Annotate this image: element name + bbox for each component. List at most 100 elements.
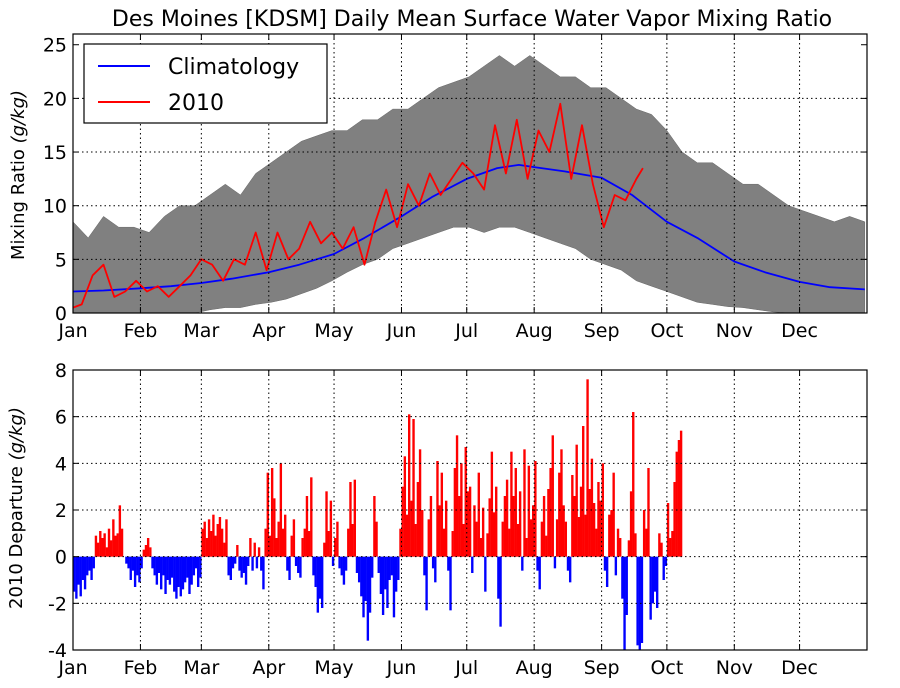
departure-bar — [140, 556, 143, 569]
departure-bar — [651, 556, 655, 604]
departure-bar — [636, 556, 639, 646]
departure-bar — [553, 556, 557, 569]
departure-bar — [501, 521, 504, 557]
departure-bar — [249, 538, 252, 557]
departure-bar — [338, 556, 341, 569]
departure-bar — [671, 531, 674, 557]
top-x-tick-label: Aug — [516, 320, 553, 342]
top-y-tick-label: 15 — [43, 142, 67, 164]
departure-bar — [381, 556, 385, 615]
departure-bar — [412, 419, 415, 557]
departure-bar — [270, 468, 274, 557]
top-y-tick-label: 25 — [43, 35, 67, 57]
departure-bar — [201, 528, 204, 557]
departure-bar — [240, 556, 243, 578]
departure-bar — [181, 556, 185, 590]
departure-bar — [592, 503, 596, 557]
top-y-tick-label: 20 — [43, 88, 67, 110]
departure-bar — [112, 519, 115, 557]
departure-bar — [599, 500, 602, 557]
departure-bar — [403, 456, 407, 557]
departure-bar — [94, 535, 98, 557]
departure-bar — [262, 556, 265, 590]
departure-bar — [542, 496, 546, 557]
departure-bar — [127, 556, 130, 569]
departure-bar — [629, 491, 633, 557]
departure-bar — [408, 414, 411, 557]
top-chart: Mixing Ratio (g/kg) 0 5 10 15 20 25 Jan Feb Mar A… — [8, 33, 868, 342]
departure-bar — [658, 533, 661, 557]
departure-bar — [392, 556, 396, 618]
departure-bar — [103, 533, 106, 557]
departure-bar — [660, 542, 663, 557]
departure-bar — [455, 435, 459, 557]
departure-bar — [397, 556, 400, 580]
departure-bar — [210, 531, 213, 557]
departure-bar — [336, 521, 339, 557]
legend-label-2010: 2010 — [168, 91, 224, 116]
departure-bar — [614, 556, 618, 576]
departure-bar — [466, 491, 470, 557]
departure-bar — [425, 556, 428, 611]
departure-bar — [318, 556, 322, 599]
departure-bar — [329, 500, 333, 557]
departure-bar — [586, 379, 589, 557]
departure-bar — [138, 556, 141, 583]
top-x-tick-label: May — [314, 320, 353, 342]
departure-bar — [571, 475, 574, 557]
departure-bar — [284, 514, 287, 557]
departure-bar — [88, 556, 91, 571]
top-y-tick-label: 0 — [55, 303, 67, 325]
departure-bar — [355, 556, 359, 573]
departure-bar — [642, 510, 646, 557]
departure-bar — [153, 556, 156, 576]
departure-bar — [625, 556, 628, 615]
departure-bar — [429, 496, 433, 557]
top-x-tick-label: Sep — [584, 320, 620, 342]
departure-bar — [423, 556, 426, 576]
departure-bar — [388, 556, 391, 580]
departure-bar — [260, 556, 263, 571]
departure-bar — [288, 556, 291, 580]
departure-bar — [486, 533, 489, 557]
departure-bar — [451, 531, 454, 557]
bottom-y-tick-label: 4 — [55, 453, 67, 475]
departure-bar — [421, 510, 424, 557]
top-y-tick-label: 5 — [55, 249, 67, 271]
bottom-x-tick-label: Feb — [124, 657, 158, 679]
bottom-x-tick-label: Mar — [183, 657, 219, 679]
departure-bar — [562, 505, 565, 557]
departure-bar — [560, 449, 563, 557]
departure-bar — [416, 482, 420, 557]
departure-bar — [290, 535, 293, 557]
departure-bar — [347, 528, 350, 557]
departure-bar — [310, 477, 313, 557]
departure-bar — [320, 556, 324, 608]
departure-bar — [351, 524, 354, 557]
departure-bar — [666, 503, 670, 557]
departure-bar — [151, 556, 154, 569]
departure-bar — [190, 556, 193, 585]
top-x-tick-label: Mar — [183, 320, 219, 342]
departure-bar — [529, 519, 533, 557]
departure-bar — [497, 556, 500, 599]
departure-bar — [325, 491, 328, 557]
departure-bar — [545, 535, 548, 557]
departure-bar — [344, 556, 348, 571]
departure-bar — [390, 556, 393, 576]
departure-bar — [566, 556, 570, 571]
departure-bar — [527, 465, 531, 557]
departure-bar — [621, 556, 624, 599]
bottom-y-tick-label: -2 — [48, 593, 67, 615]
departure-bar — [366, 556, 370, 641]
departure-bar — [603, 556, 607, 571]
departure-bar — [144, 545, 148, 557]
departure-bar — [340, 556, 343, 576]
departure-bar — [266, 472, 269, 557]
departure-bar — [677, 440, 681, 557]
bottom-y-tick-label: 6 — [55, 407, 67, 429]
departure-bar — [218, 517, 222, 557]
departure-bar — [142, 549, 145, 557]
top-x-tick-label: Oct — [650, 320, 683, 342]
departure-bar — [277, 521, 280, 557]
